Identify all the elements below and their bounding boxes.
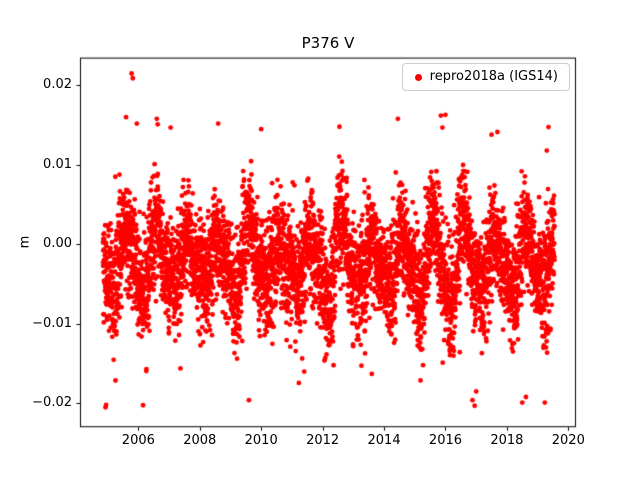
x-tick-label: 2012	[306, 433, 340, 449]
y-tick-label: −0.01	[32, 315, 72, 331]
chart-title: P376 V	[301, 34, 355, 52]
y-tick-label: −0.02	[32, 395, 72, 411]
x-tick-label: 2014	[367, 433, 401, 449]
y-tick-label: 0.01	[43, 156, 72, 172]
x-tick-label: 2020	[551, 433, 585, 449]
x-tick-label: 2018	[490, 433, 524, 449]
x-tick-label: 2008	[183, 433, 217, 449]
x-tick-label: 2016	[428, 433, 463, 449]
x-tick-label: 2006	[121, 433, 155, 449]
legend: repro2018a (IGS14)	[401, 63, 570, 91]
y-tick-label: 0.02	[43, 77, 72, 93]
legend-marker-dot	[414, 73, 422, 81]
y-tick-label: 0.00	[43, 236, 72, 252]
legend-label: repro2018a (IGS14)	[429, 69, 558, 84]
x-tick-label: 2010	[244, 433, 278, 449]
